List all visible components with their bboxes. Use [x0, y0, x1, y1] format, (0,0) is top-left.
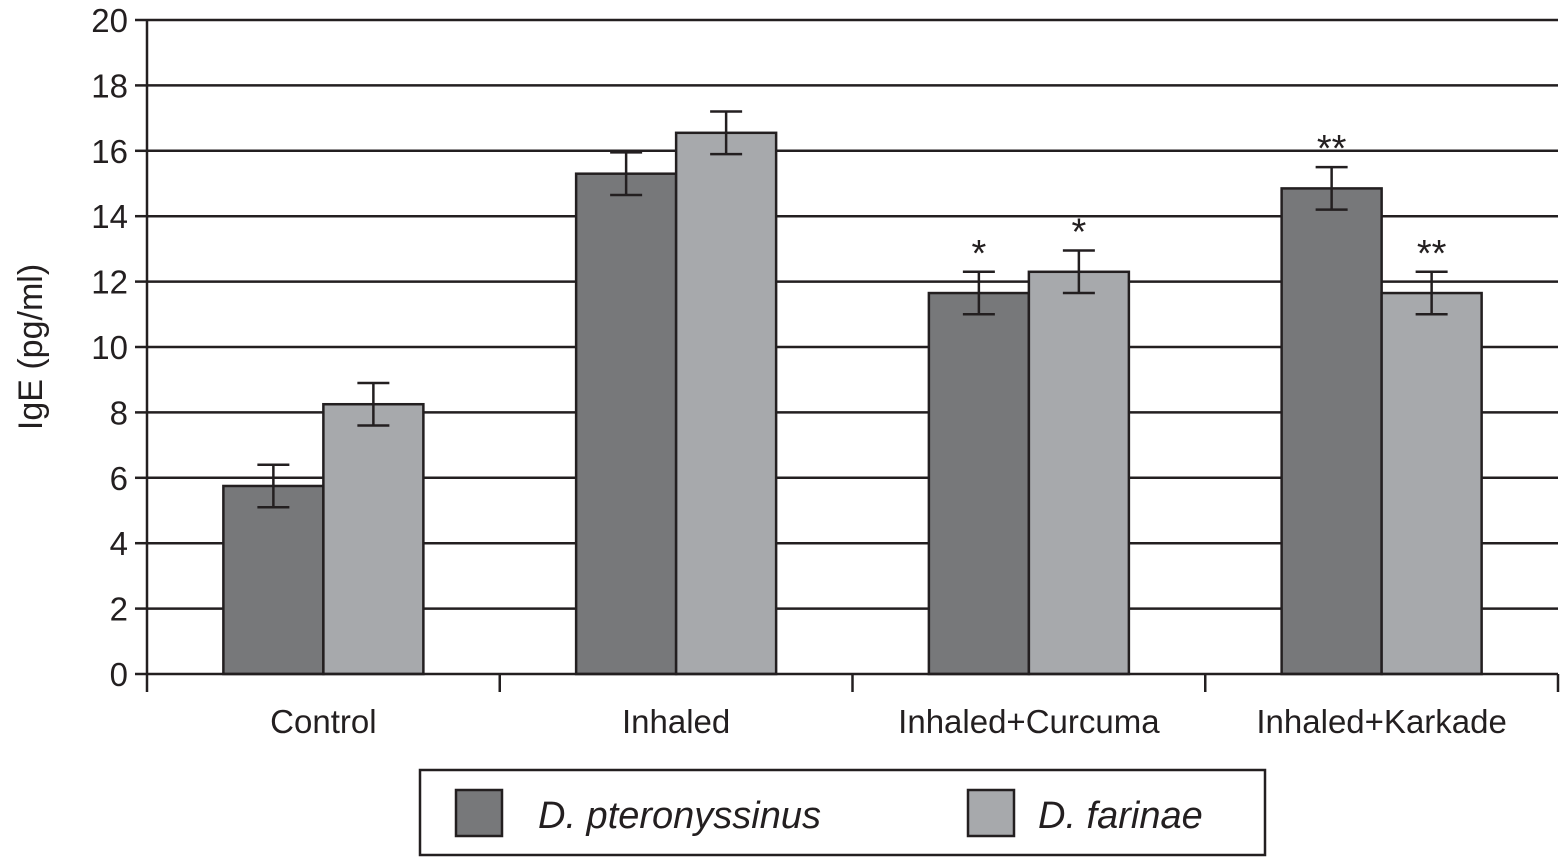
- x-tick-label: Inhaled+Curcuma: [898, 703, 1160, 740]
- y-tick-label: 12: [91, 264, 128, 301]
- bar: [1280, 187, 1383, 676]
- bar: [1027, 270, 1131, 676]
- x-tick-label: Inhaled+Karkade: [1256, 703, 1506, 740]
- y-tick-label: 10: [91, 329, 128, 366]
- y-tick-label: 4: [110, 525, 128, 562]
- significance-marker: *: [971, 233, 986, 275]
- bar: [222, 484, 325, 676]
- bar: [574, 172, 678, 676]
- y-tick-label: 14: [91, 198, 128, 235]
- y-tick-label: 0: [110, 656, 128, 693]
- y-tick-label: 2: [110, 591, 128, 628]
- bar: [322, 402, 425, 676]
- legend-label-d-pteronyssinus: D. pteronyssinus: [538, 795, 821, 837]
- legend-swatch-d-pteronyssinus: [454, 788, 504, 838]
- y-tick-label: 18: [91, 67, 128, 104]
- x-tick-label: Control: [270, 703, 376, 740]
- legend-box: [418, 768, 1267, 857]
- significance-marker: **: [1417, 233, 1447, 275]
- y-tick-label: 8: [110, 394, 128, 431]
- bar: [674, 131, 778, 676]
- axes: 0 2 4 6 8 10 12 14 16 18 20 Control Inhaled Inhaled+C…: [91, 2, 1560, 740]
- y-tick-label: 6: [110, 460, 128, 497]
- legend: D. pteronyssinus D. farinae: [418, 768, 1267, 857]
- significance-marker: **: [1317, 128, 1347, 170]
- bars: ******: [222, 110, 1483, 676]
- bar: [927, 291, 1031, 676]
- y-tick-label: 20: [91, 2, 128, 39]
- y-tick-label: 16: [91, 133, 128, 170]
- y-axis-label: IgE (pg/ml): [12, 264, 50, 430]
- significance-marker: *: [1071, 212, 1086, 254]
- legend-swatch-d-farinae: [966, 788, 1016, 838]
- legend-label-d-farinae: D. farinae: [1038, 795, 1203, 837]
- bar: [1380, 291, 1483, 676]
- x-tick-label: Inhaled: [622, 703, 730, 740]
